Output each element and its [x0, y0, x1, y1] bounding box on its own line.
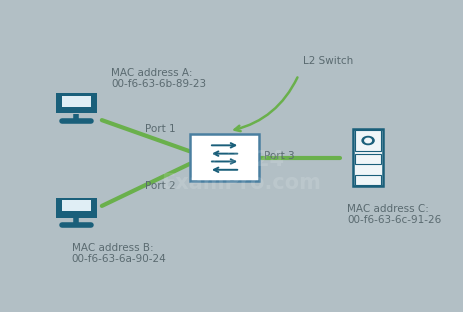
Text: Port 3: Port 3	[264, 151, 294, 161]
FancyBboxPatch shape	[355, 130, 382, 151]
FancyBboxPatch shape	[56, 198, 97, 218]
Circle shape	[365, 138, 371, 143]
FancyBboxPatch shape	[355, 175, 382, 185]
Text: MAC address C:: MAC address C:	[347, 204, 429, 214]
Circle shape	[362, 136, 374, 144]
FancyBboxPatch shape	[62, 96, 91, 107]
Text: Port 1: Port 1	[145, 124, 176, 134]
FancyBboxPatch shape	[59, 199, 94, 216]
Text: © 2024
ExamPro.com: © 2024 ExamPro.com	[161, 150, 321, 193]
Text: Port 2: Port 2	[145, 181, 176, 191]
Text: MAC address B:: MAC address B:	[72, 243, 153, 253]
FancyBboxPatch shape	[56, 93, 97, 113]
FancyBboxPatch shape	[353, 129, 383, 186]
Text: 00-f6-63-6c-91-26: 00-f6-63-6c-91-26	[347, 215, 442, 225]
FancyBboxPatch shape	[62, 200, 91, 212]
Text: MAC address A:: MAC address A:	[111, 68, 193, 78]
FancyBboxPatch shape	[190, 134, 259, 181]
Text: 00-f6-63-6b-89-23: 00-f6-63-6b-89-23	[111, 79, 206, 89]
FancyBboxPatch shape	[355, 154, 382, 164]
Text: L2 Switch: L2 Switch	[303, 56, 354, 66]
Text: 00-f6-63-6a-90-24: 00-f6-63-6a-90-24	[72, 254, 167, 264]
FancyBboxPatch shape	[59, 94, 94, 111]
